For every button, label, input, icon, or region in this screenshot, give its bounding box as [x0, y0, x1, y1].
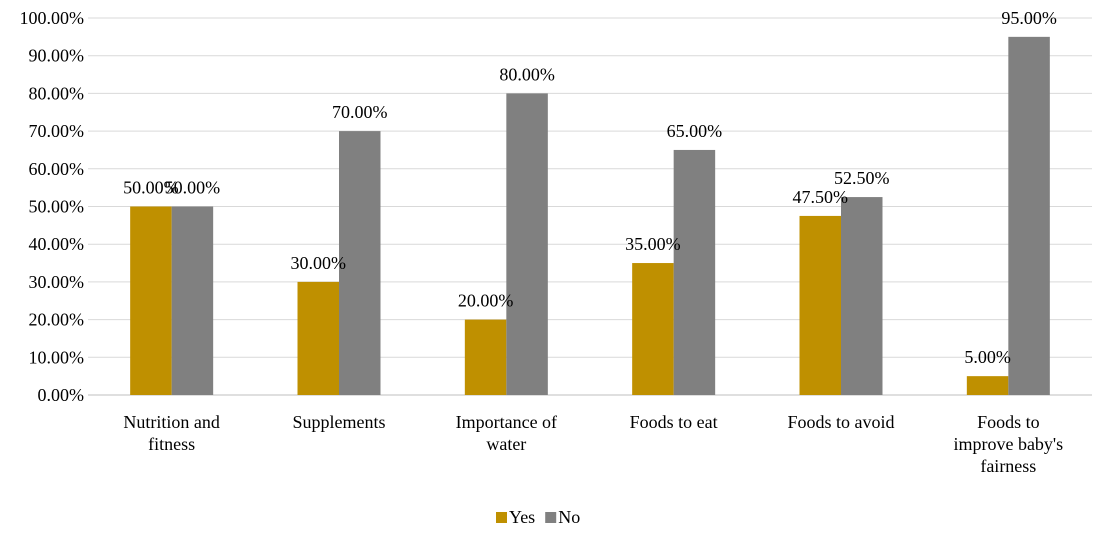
data-label-yes-4: 47.50% [793, 187, 849, 207]
data-label-no-4: 52.50% [834, 168, 890, 188]
x-category-label: Importance of water [456, 412, 557, 454]
gridlines [88, 18, 1092, 395]
data-label-no-5: 95.00% [1001, 8, 1057, 28]
bar-yes-2 [465, 320, 507, 395]
bar-yes-1 [298, 282, 340, 395]
bar-yes-0 [130, 207, 172, 396]
bar-yes-3 [632, 263, 674, 395]
y-tick-label: 80.00% [29, 83, 85, 103]
data-label-yes-3: 35.00% [625, 234, 681, 254]
x-category-label: Foods to eat [630, 412, 718, 432]
y-tick-label: 60.00% [29, 159, 85, 179]
y-tick-label: 100.00% [20, 8, 85, 28]
y-tick-label: 40.00% [29, 234, 85, 254]
data-label-yes-1: 30.00% [291, 253, 347, 273]
y-tick-label: 0.00% [38, 385, 85, 405]
bar-yes-4 [800, 216, 842, 395]
bar-no-5 [1008, 37, 1049, 395]
y-tick-label: 30.00% [29, 272, 85, 292]
x-axis-categories: Nutrition and fitness Supplements Importanc… [123, 412, 1063, 476]
bar-no-2 [506, 93, 548, 395]
legend-label-yes: Yes [509, 507, 535, 527]
legend-swatch-no [545, 512, 556, 523]
y-tick-label: 20.00% [29, 310, 85, 330]
bars [130, 37, 1050, 395]
data-label-yes-5: 5.00% [964, 347, 1011, 367]
data-label-no-0: 50.00% [165, 178, 221, 198]
x-category-label: Nutrition and fitness [123, 412, 220, 454]
bar-no-3 [674, 150, 716, 395]
data-label-no-1: 70.00% [332, 102, 388, 122]
data-label-no-3: 65.00% [667, 121, 723, 141]
y-tick-label: 70.00% [29, 121, 85, 141]
x-category-label: Foods to improve baby's fairness [953, 412, 1063, 476]
data-label-yes-2: 20.00% [458, 291, 514, 311]
legend-label-no: No [558, 507, 580, 527]
bar-no-4 [841, 197, 883, 395]
legend: Yes No [496, 507, 580, 527]
bar-no-0 [172, 207, 214, 396]
y-tick-label: 50.00% [29, 197, 85, 217]
bar-yes-5 [967, 376, 1009, 395]
x-category-label: Foods to avoid [787, 412, 894, 432]
data-labels: 50.00%30.00%20.00%35.00%47.50%5.00%50.00… [123, 8, 1057, 367]
x-category-label: Supplements [293, 412, 386, 432]
legend-swatch-yes [496, 512, 507, 523]
data-label-no-2: 80.00% [499, 64, 555, 84]
y-tick-label: 90.00% [29, 46, 85, 66]
y-tick-label: 10.00% [29, 347, 85, 367]
y-axis-ticks: 0.00% 10.00% 20.00% 30.00% 40.00% 50.00% 60.00… [20, 8, 85, 405]
